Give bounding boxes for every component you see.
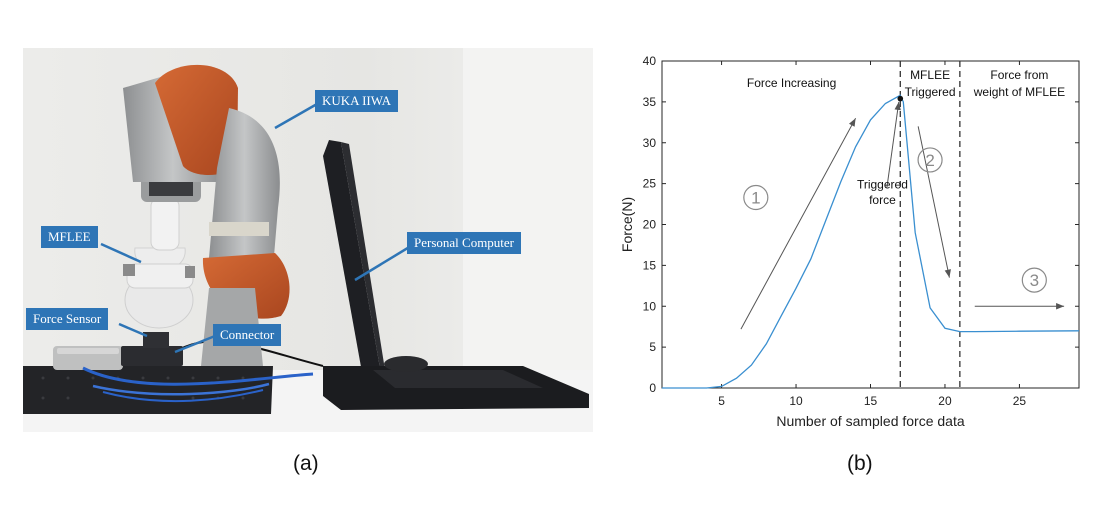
y-tick-label: 10 — [643, 299, 657, 313]
tick-labels: 5 10 15 20 25 0 5 10 15 20 25 30 35 40 — [643, 54, 1027, 408]
triggered-point — [897, 95, 904, 102]
force-chart: Force Increasing MFLEE Triggered Force from… — [619, 54, 1080, 429]
y-tick-label: 15 — [643, 258, 657, 272]
annotation-arrows — [740, 101, 1065, 330]
arrow-head — [848, 118, 856, 127]
step-number: 3 — [1030, 271, 1039, 290]
usb-cable — [82, 366, 314, 386]
annotation-arrow — [740, 117, 857, 330]
x-tick-label: 20 — [938, 394, 952, 408]
x-tick-label: 25 — [1013, 394, 1027, 408]
annotation-arrow — [917, 126, 950, 278]
step-number: 2 — [925, 151, 934, 170]
annotation-text: weight of MFLEE — [973, 85, 1065, 99]
annotation-text: Force Increasing — [747, 76, 836, 90]
plot-box — [661, 60, 1080, 389]
force-chart-panel: Force Increasing MFLEE Triggered Force from… — [610, 40, 1100, 440]
x-tick-label: 10 — [789, 394, 803, 408]
label-kuka-iiwa: KUKA IIWA — [315, 90, 398, 112]
annotation-text: Triggered — [905, 85, 956, 99]
y-tick-label: 5 — [649, 340, 656, 354]
step-circle — [743, 184, 769, 211]
annotation-text: force — [869, 193, 896, 207]
annotation-text: Force from — [990, 68, 1048, 82]
y-axis-label: Force(N) — [619, 197, 635, 252]
label-personal-computer: Personal Computer — [407, 232, 522, 254]
x-axis-label: Number of sampled force data — [776, 413, 965, 429]
y-tick-label: 30 — [643, 136, 657, 150]
force-series-line — [662, 94, 1080, 389]
annotation-arrow — [886, 101, 900, 188]
y-tick-label: 0 — [649, 381, 656, 395]
y-tick-label: 35 — [643, 95, 657, 109]
annotations: Force Increasing MFLEE Triggered Force from… — [743, 68, 1065, 293]
step-circle — [917, 147, 943, 173]
label-mflee: MFLEE — [41, 226, 98, 248]
arrow-head — [944, 269, 951, 278]
step-circle — [1021, 267, 1047, 293]
series-layer — [662, 94, 1080, 389]
force-sensor — [143, 332, 169, 348]
connector-box — [121, 346, 183, 366]
caption-b: (b) — [847, 452, 873, 475]
y-tick-label: 40 — [643, 54, 657, 68]
mouse — [384, 356, 428, 372]
y-tick-label: 20 — [643, 218, 657, 232]
x-tick-label: 5 — [718, 394, 725, 408]
label-force-sensor: Force Sensor — [26, 308, 109, 330]
y-tick-label: 25 — [643, 177, 657, 191]
laptop-screen — [323, 140, 381, 378]
robot-orange-joint-top — [155, 64, 238, 175]
breadboard-holes — [41, 376, 245, 400]
axes — [661, 60, 1080, 389]
annotation-text: Triggered — [857, 178, 908, 192]
setup-photo: KUKA IIWA MFLEE Personal Computer Force … — [23, 48, 593, 432]
caption-a: (a) — [293, 452, 319, 475]
x-tick-label: 15 — [864, 394, 878, 408]
step-number: 1 — [751, 189, 760, 208]
robot-upper-arm — [209, 108, 280, 294]
annotation-text: MFLEE — [910, 68, 950, 82]
arrow-head — [1056, 303, 1065, 310]
trigger-lines — [899, 61, 961, 388]
label-connector: Connector — [213, 324, 282, 346]
arrow-head — [894, 101, 901, 111]
breadboard — [23, 366, 273, 414]
